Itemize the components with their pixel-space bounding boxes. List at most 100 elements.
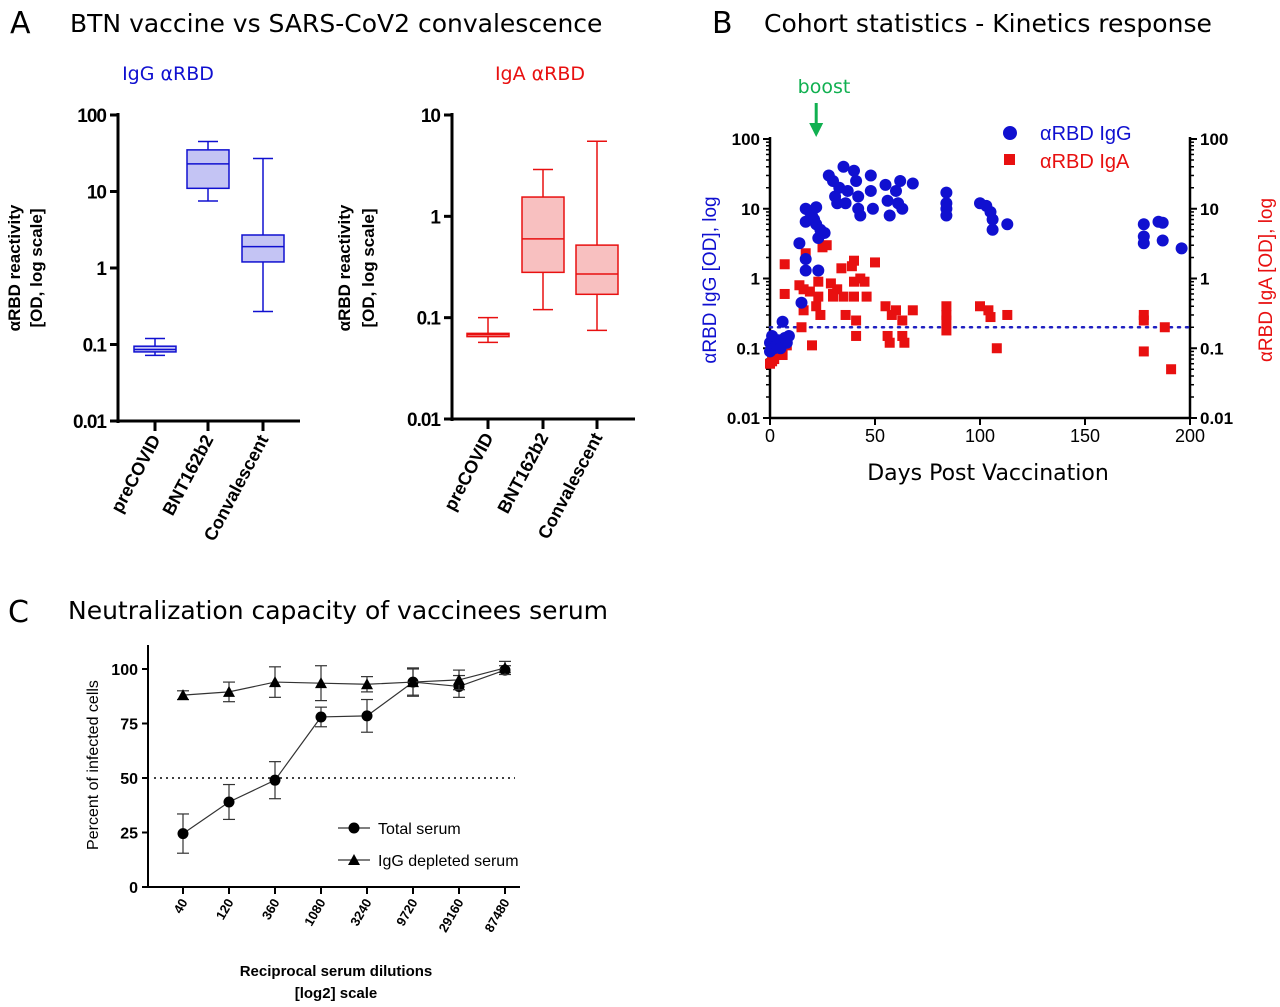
scatter-right-tick-label: 1 (1200, 270, 1209, 289)
panel-b-letter: B (712, 6, 733, 41)
igg-box-x-tick-label-preCOVID: preCOVID (107, 431, 165, 515)
legend-total-marker (348, 822, 360, 834)
igg-depleted-point (361, 678, 373, 690)
panel-c-xlabel-1: Reciprocal serum dilutions (240, 963, 433, 980)
iga-point (1138, 315, 1149, 326)
line-y-tick-label: 75 (120, 717, 138, 734)
igg-point (866, 202, 879, 215)
scatter-right-tick-label: 100 (1200, 130, 1228, 149)
igg-point (1137, 218, 1150, 231)
igg-point (940, 186, 953, 199)
igg-point (782, 329, 795, 342)
igg-box-y-tick-label: 100 (77, 106, 106, 127)
igg-depleted-point (407, 676, 419, 688)
igg-box-box-BNT162b2 (186, 149, 230, 190)
igg-depleted-point (223, 685, 235, 697)
igg-point (837, 160, 850, 173)
iga-point (777, 350, 788, 361)
panel-a2-ylabel-2: [OD, log scale] (359, 208, 378, 327)
igg-box-y-tick-label: 1 (96, 259, 107, 280)
iga-point (832, 284, 843, 295)
panel-b-ylabel-left: αRBD IgG [OD], log (700, 196, 721, 363)
scatter-left-tick-label: 0.01 (727, 409, 760, 428)
iga-point (846, 261, 857, 272)
iga-point (804, 286, 815, 297)
igg-point (799, 264, 812, 277)
scatter-x-tick-label: 100 (965, 426, 995, 446)
igg-point (1156, 216, 1169, 229)
line-y-tick-label: 0 (129, 880, 138, 897)
iga-point (1166, 364, 1177, 375)
iga-box-box-Convalescent (575, 244, 619, 296)
panel-c-ylabel: Percent of infected cells (85, 680, 102, 850)
igg-point (799, 253, 812, 266)
igg-depleted-line (182, 667, 506, 696)
legend-igg-label: αRBD IgG (1040, 123, 1132, 145)
iga-point (849, 255, 859, 266)
panel-c-title: Neutralization capacity of vaccinees ser… (68, 596, 608, 625)
iga-point (941, 301, 952, 312)
iga-point (1138, 309, 1149, 320)
total-serum-point (223, 796, 235, 808)
igg-box-y-tick-label: 10 (87, 183, 107, 204)
panel-b-title: Cohort statistics - Kinetics response (764, 9, 1212, 38)
panel-a2-ylabel-1: αRBD reactivity (335, 204, 354, 331)
iga-point (836, 263, 847, 274)
scatter-right-tick-label: 0.1 (1200, 339, 1224, 358)
igg-depleted-point (453, 673, 465, 685)
scatter-left-tick-label: 10 (741, 200, 760, 219)
panel-a-title: BTN vaccine vs SARS-CoV2 convalescence (70, 9, 602, 38)
iga-point (897, 330, 908, 341)
iga-point (811, 301, 822, 312)
line-x-tick-label: 120 (213, 896, 237, 922)
iga-point (840, 309, 851, 320)
igg-point (890, 184, 902, 197)
iga-point (851, 315, 862, 326)
igg-point (793, 237, 806, 250)
igg-point (854, 209, 867, 222)
scatter-left-tick-label: 1 (751, 270, 760, 289)
iga-point (1159, 322, 1170, 333)
iga-point (991, 343, 1002, 354)
igg-point (940, 209, 953, 222)
iga-box-y-tick-label: 1 (430, 207, 441, 228)
legend-depleted-marker (348, 854, 360, 865)
iga-box-box-BNT162b2 (521, 196, 565, 274)
igg-point (896, 202, 909, 215)
igg-box-y-tick-label: 0.01 (73, 412, 107, 433)
iga-point (880, 301, 891, 312)
boost-annotation: boost (798, 76, 851, 98)
legend-iga-marker (1004, 154, 1015, 165)
igg-point (776, 315, 789, 328)
iga-point (975, 301, 985, 312)
igg-point (1137, 237, 1150, 250)
legend-depleted-label: IgG depleted serum (378, 853, 519, 870)
igg-depleted-point (315, 677, 327, 689)
iga-point (779, 259, 790, 270)
igg-point (883, 209, 896, 222)
panel-c-xlabel-2: [log2] scale (295, 985, 378, 1002)
iga-point (813, 276, 824, 287)
legend-iga-label: αRBD IgA (1040, 151, 1130, 173)
igg-point (850, 174, 863, 187)
igg-point (881, 194, 894, 207)
scatter-x-tick-label: 0 (765, 426, 775, 446)
iga-point (1138, 346, 1149, 357)
scatter-left-tick-label: 100 (732, 130, 760, 149)
total-serum-point (315, 711, 327, 723)
igg-point (839, 197, 852, 210)
igg-point (848, 164, 860, 177)
line-x-tick-label: 40 (170, 896, 190, 916)
igg-point (864, 169, 877, 182)
iga-point (897, 315, 908, 326)
panel-a-letter: A (10, 6, 31, 41)
iga-point (825, 278, 836, 289)
iga-point (983, 305, 994, 316)
line-x-tick-label: 29160 (436, 896, 467, 935)
line-x-tick-label: 1080 (301, 896, 328, 929)
igg-depleted-point (269, 676, 281, 688)
iga-point (821, 240, 832, 251)
scatter-left-tick-label: 0.1 (736, 339, 760, 358)
igg-point (812, 264, 825, 277)
